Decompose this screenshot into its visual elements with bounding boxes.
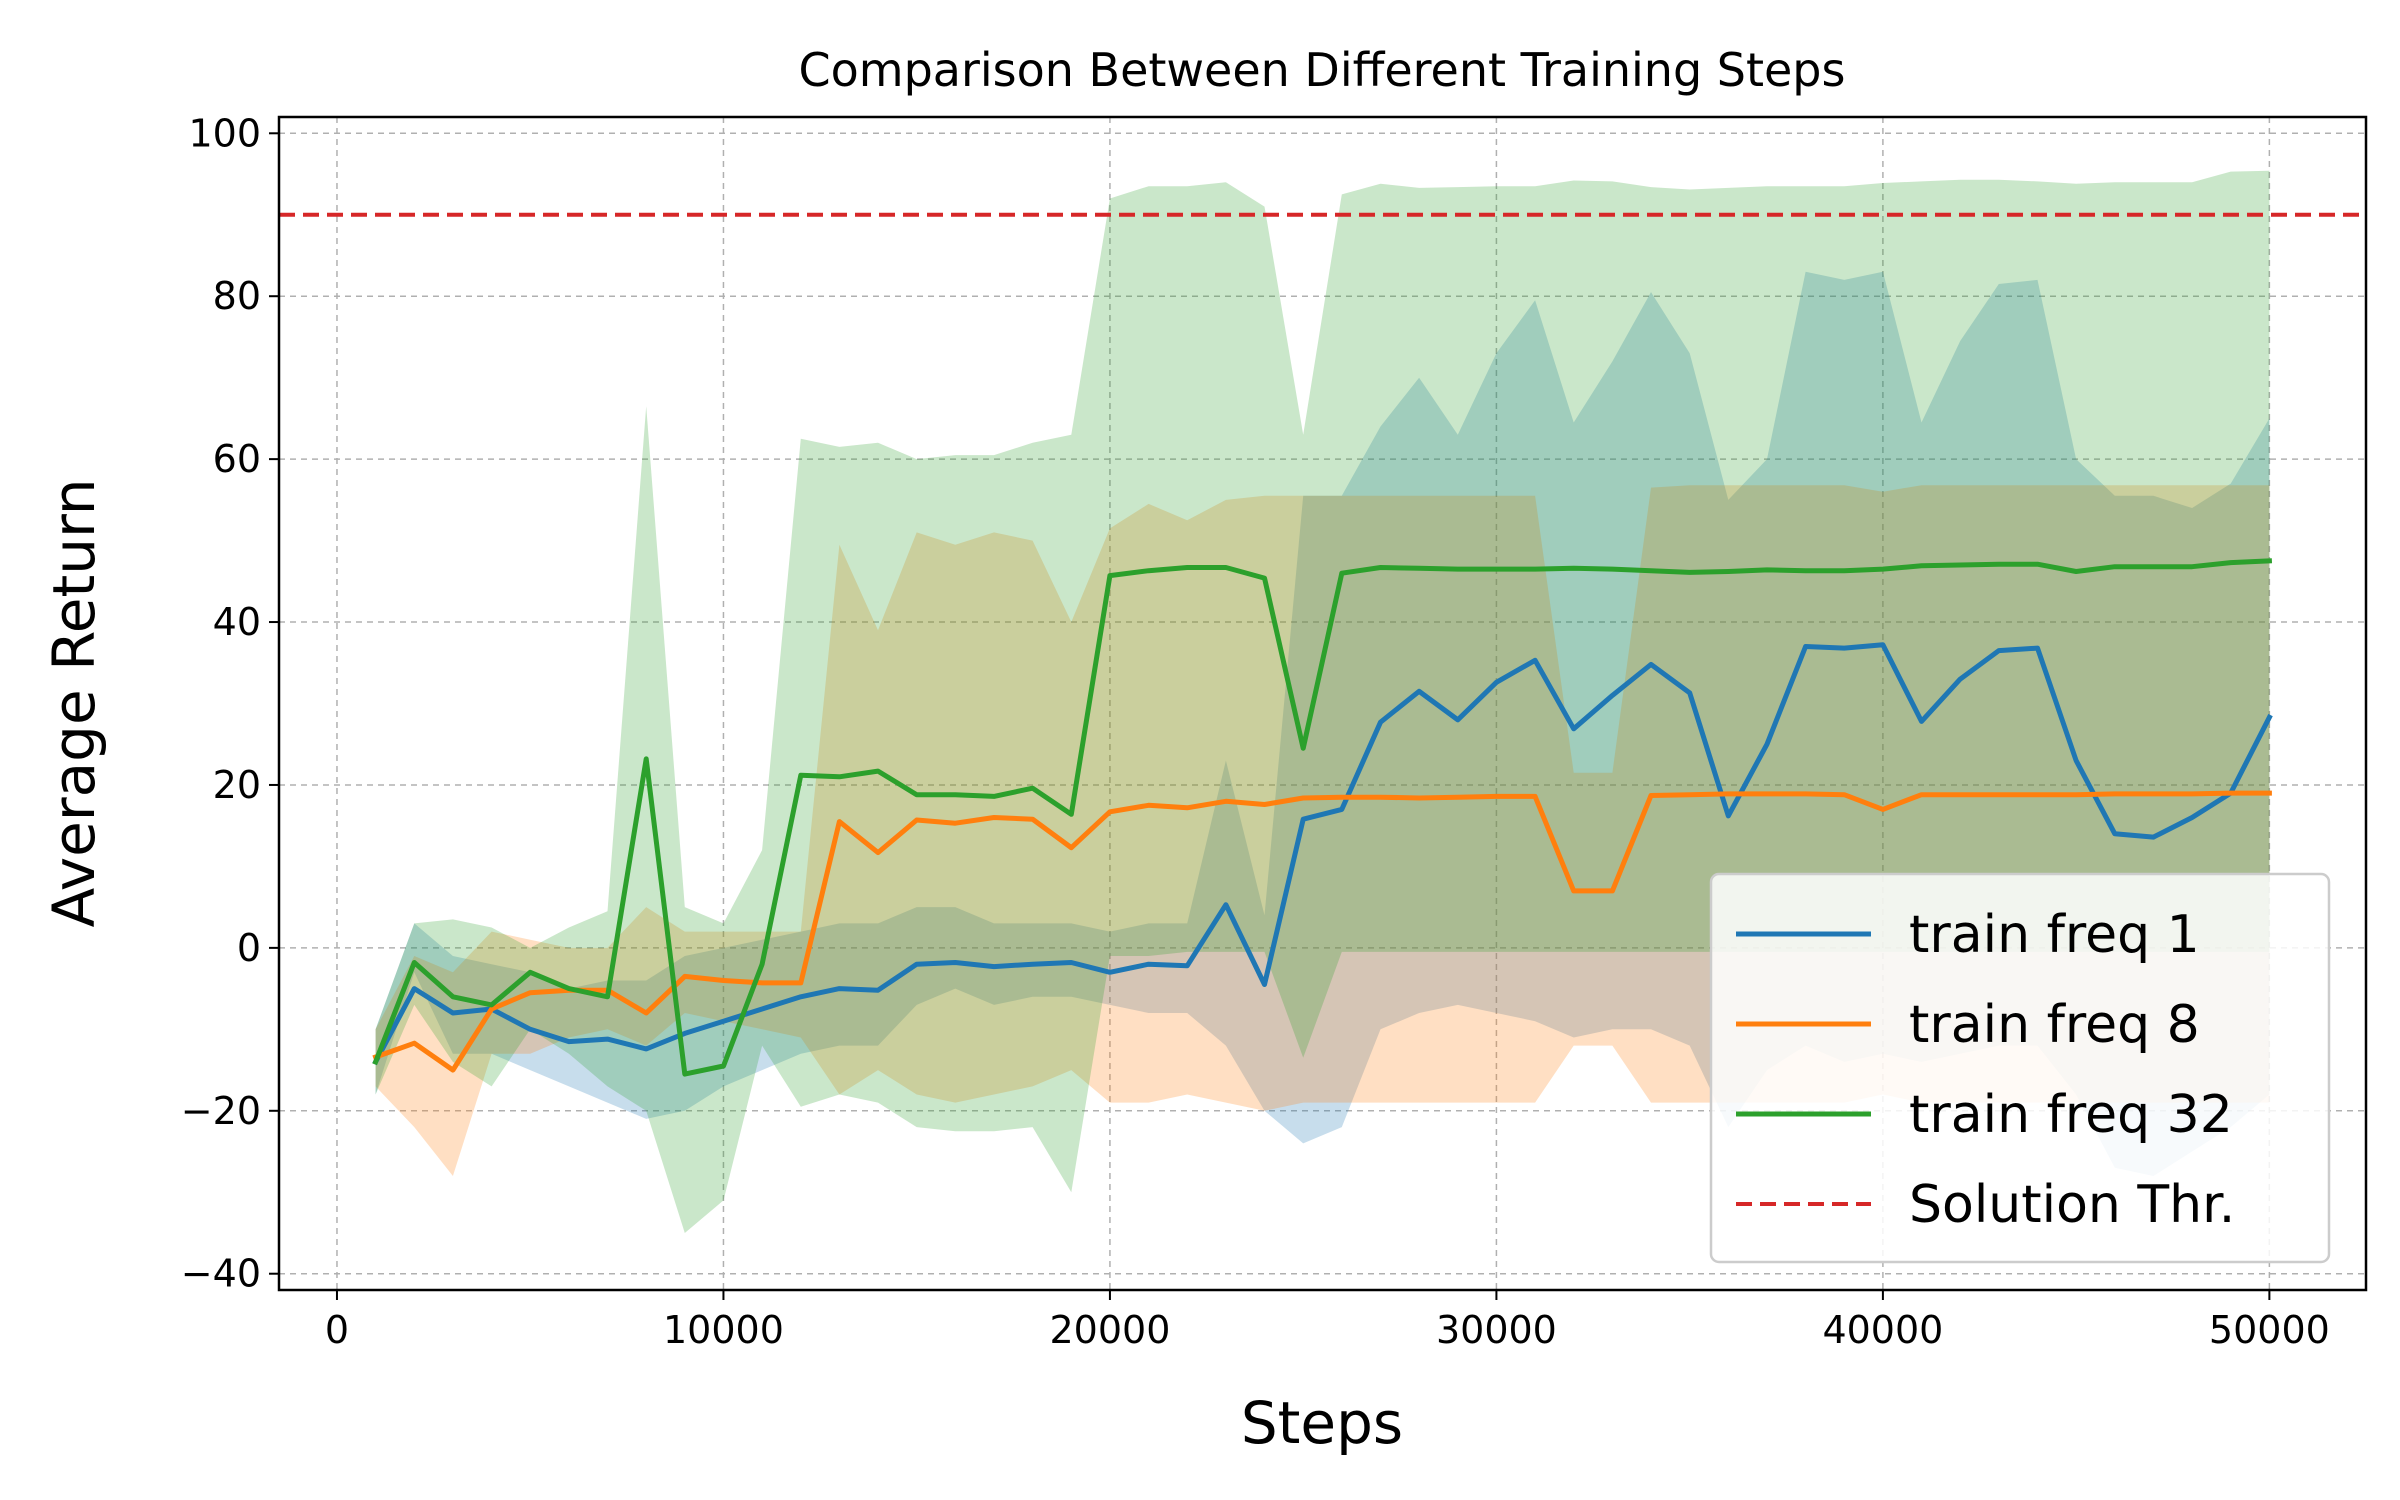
- y-tick-label: 40: [213, 600, 261, 644]
- legend-label-series-2: train freq 8: [1909, 995, 2200, 1055]
- y-tick-label: 80: [213, 274, 261, 318]
- legend: train freq 1 train freq 8 train freq 32 Sol…: [1709, 872, 2331, 1264]
- y-tick-label: 0: [237, 926, 261, 970]
- y-axis-title: Average Return: [40, 478, 108, 927]
- legend-label-series-1: train freq 1: [1909, 905, 2200, 965]
- line-series-2: [372, 790, 2272, 1073]
- x-tick-label: 20000: [1049, 1308, 1170, 1352]
- y-tick-label: 20: [213, 763, 261, 807]
- band-series-3: [375, 170, 2270, 1233]
- legend-label-threshold: Solution Thr.: [1909, 1175, 2235, 1235]
- series-lines: [372, 558, 2273, 1077]
- chart-title: Comparison Between Different Training St…: [799, 43, 1846, 97]
- x-tick-label: 30000: [1436, 1308, 1557, 1352]
- legend-box: [1709, 872, 2331, 1264]
- x-tick-label: 10000: [663, 1308, 784, 1352]
- x-tick-label: 50000: [2209, 1308, 2330, 1352]
- x-tick-label: 40000: [1822, 1308, 1943, 1352]
- legend-label-series-3: train freq 32: [1909, 1085, 2233, 1145]
- line-series-1: [372, 642, 2273, 1066]
- y-tick-label: −40: [181, 1252, 261, 1296]
- line-series-3: [372, 558, 2273, 1077]
- y-tick-label: 60: [213, 437, 261, 481]
- x-tick-label: 0: [325, 1308, 349, 1352]
- x-axis-title: Steps: [1241, 1389, 1403, 1457]
- plot-frame: [277, 115, 2368, 1292]
- y-tick-label: 100: [188, 111, 261, 155]
- axis-ticks: 0 10000 20000 30000 40000 50000 −40 −20 0 20 40 60 8…: [181, 111, 2330, 1352]
- y-tick-label: −20: [181, 1089, 261, 1133]
